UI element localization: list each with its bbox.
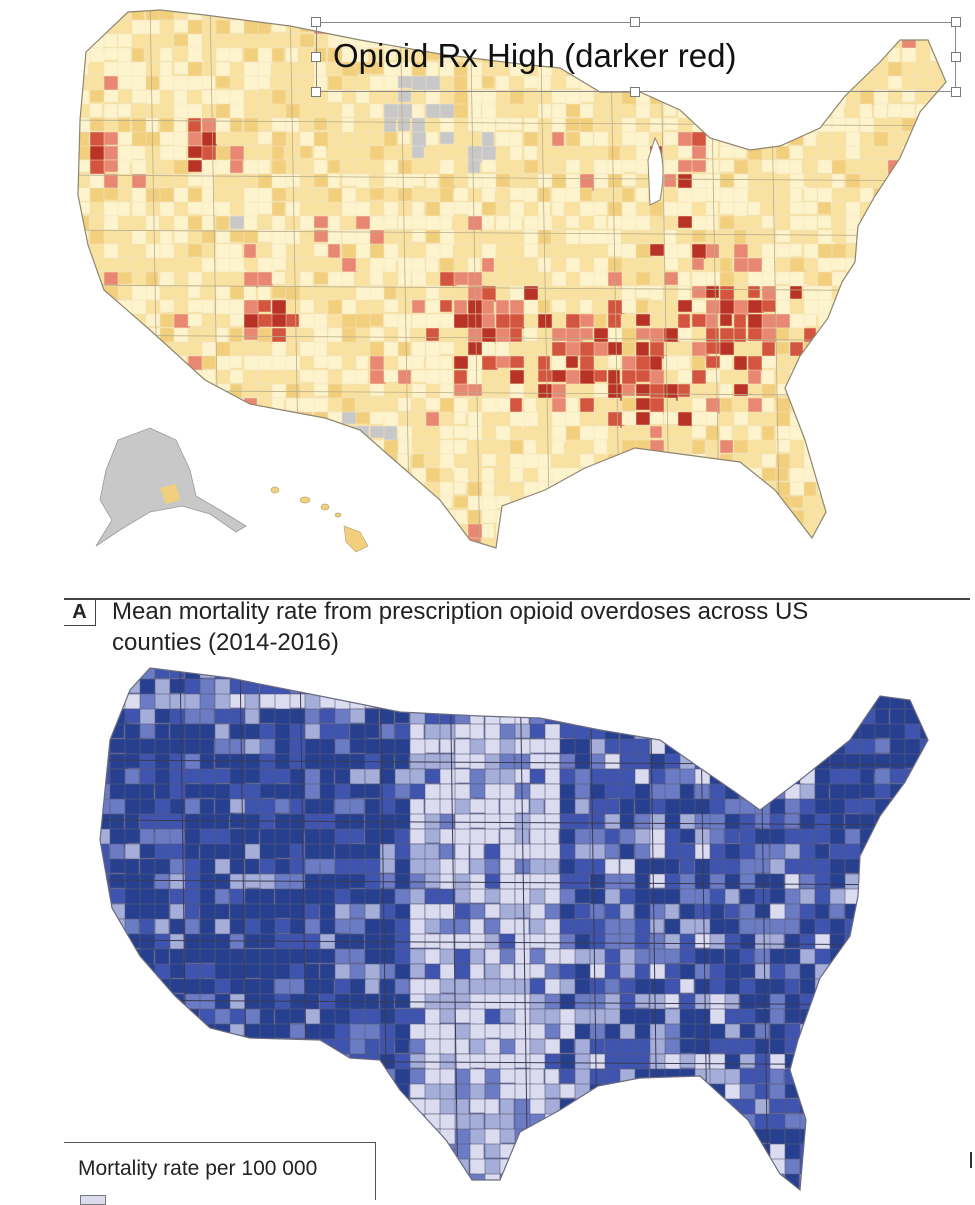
annotation-text-box[interactable]: Opioid Rx High (darker red) [316, 22, 956, 92]
panel-title: Mean mortality rate from prescription op… [112, 598, 809, 656]
top-us-outline [77, 9, 947, 549]
hawaii-shape [270, 486, 369, 553]
resize-handle-bottom-left[interactable] [311, 87, 321, 97]
edge-mark [970, 1152, 972, 1168]
lake-michigan [647, 136, 664, 206]
resize-handle-bottom-middle[interactable] [630, 87, 640, 97]
resize-handle-top-right[interactable] [951, 17, 961, 27]
resize-handle-top-middle[interactable] [630, 17, 640, 27]
resize-handle-middle-left[interactable] [311, 52, 321, 62]
resize-handle-bottom-right[interactable] [951, 87, 961, 97]
legend-title: Mortality rate per 100 000 [78, 1157, 318, 1180]
legend: Mortality rate per 100 000 [64, 1142, 376, 1205]
panel-letter: A [64, 598, 96, 626]
panel-divider [64, 598, 970, 600]
bottom-county-grid [100, 668, 928, 1190]
resize-handle-top-left[interactable] [311, 17, 321, 27]
bottom-mortality-map [99, 667, 929, 1192]
top-prescription-map [77, 9, 947, 553]
legend-swatch [80, 1195, 106, 1205]
bottom-us-outline [99, 667, 929, 1192]
resize-handle-middle-right[interactable] [951, 52, 961, 62]
annotation-label: Opioid Rx High (darker red) [333, 37, 737, 74]
